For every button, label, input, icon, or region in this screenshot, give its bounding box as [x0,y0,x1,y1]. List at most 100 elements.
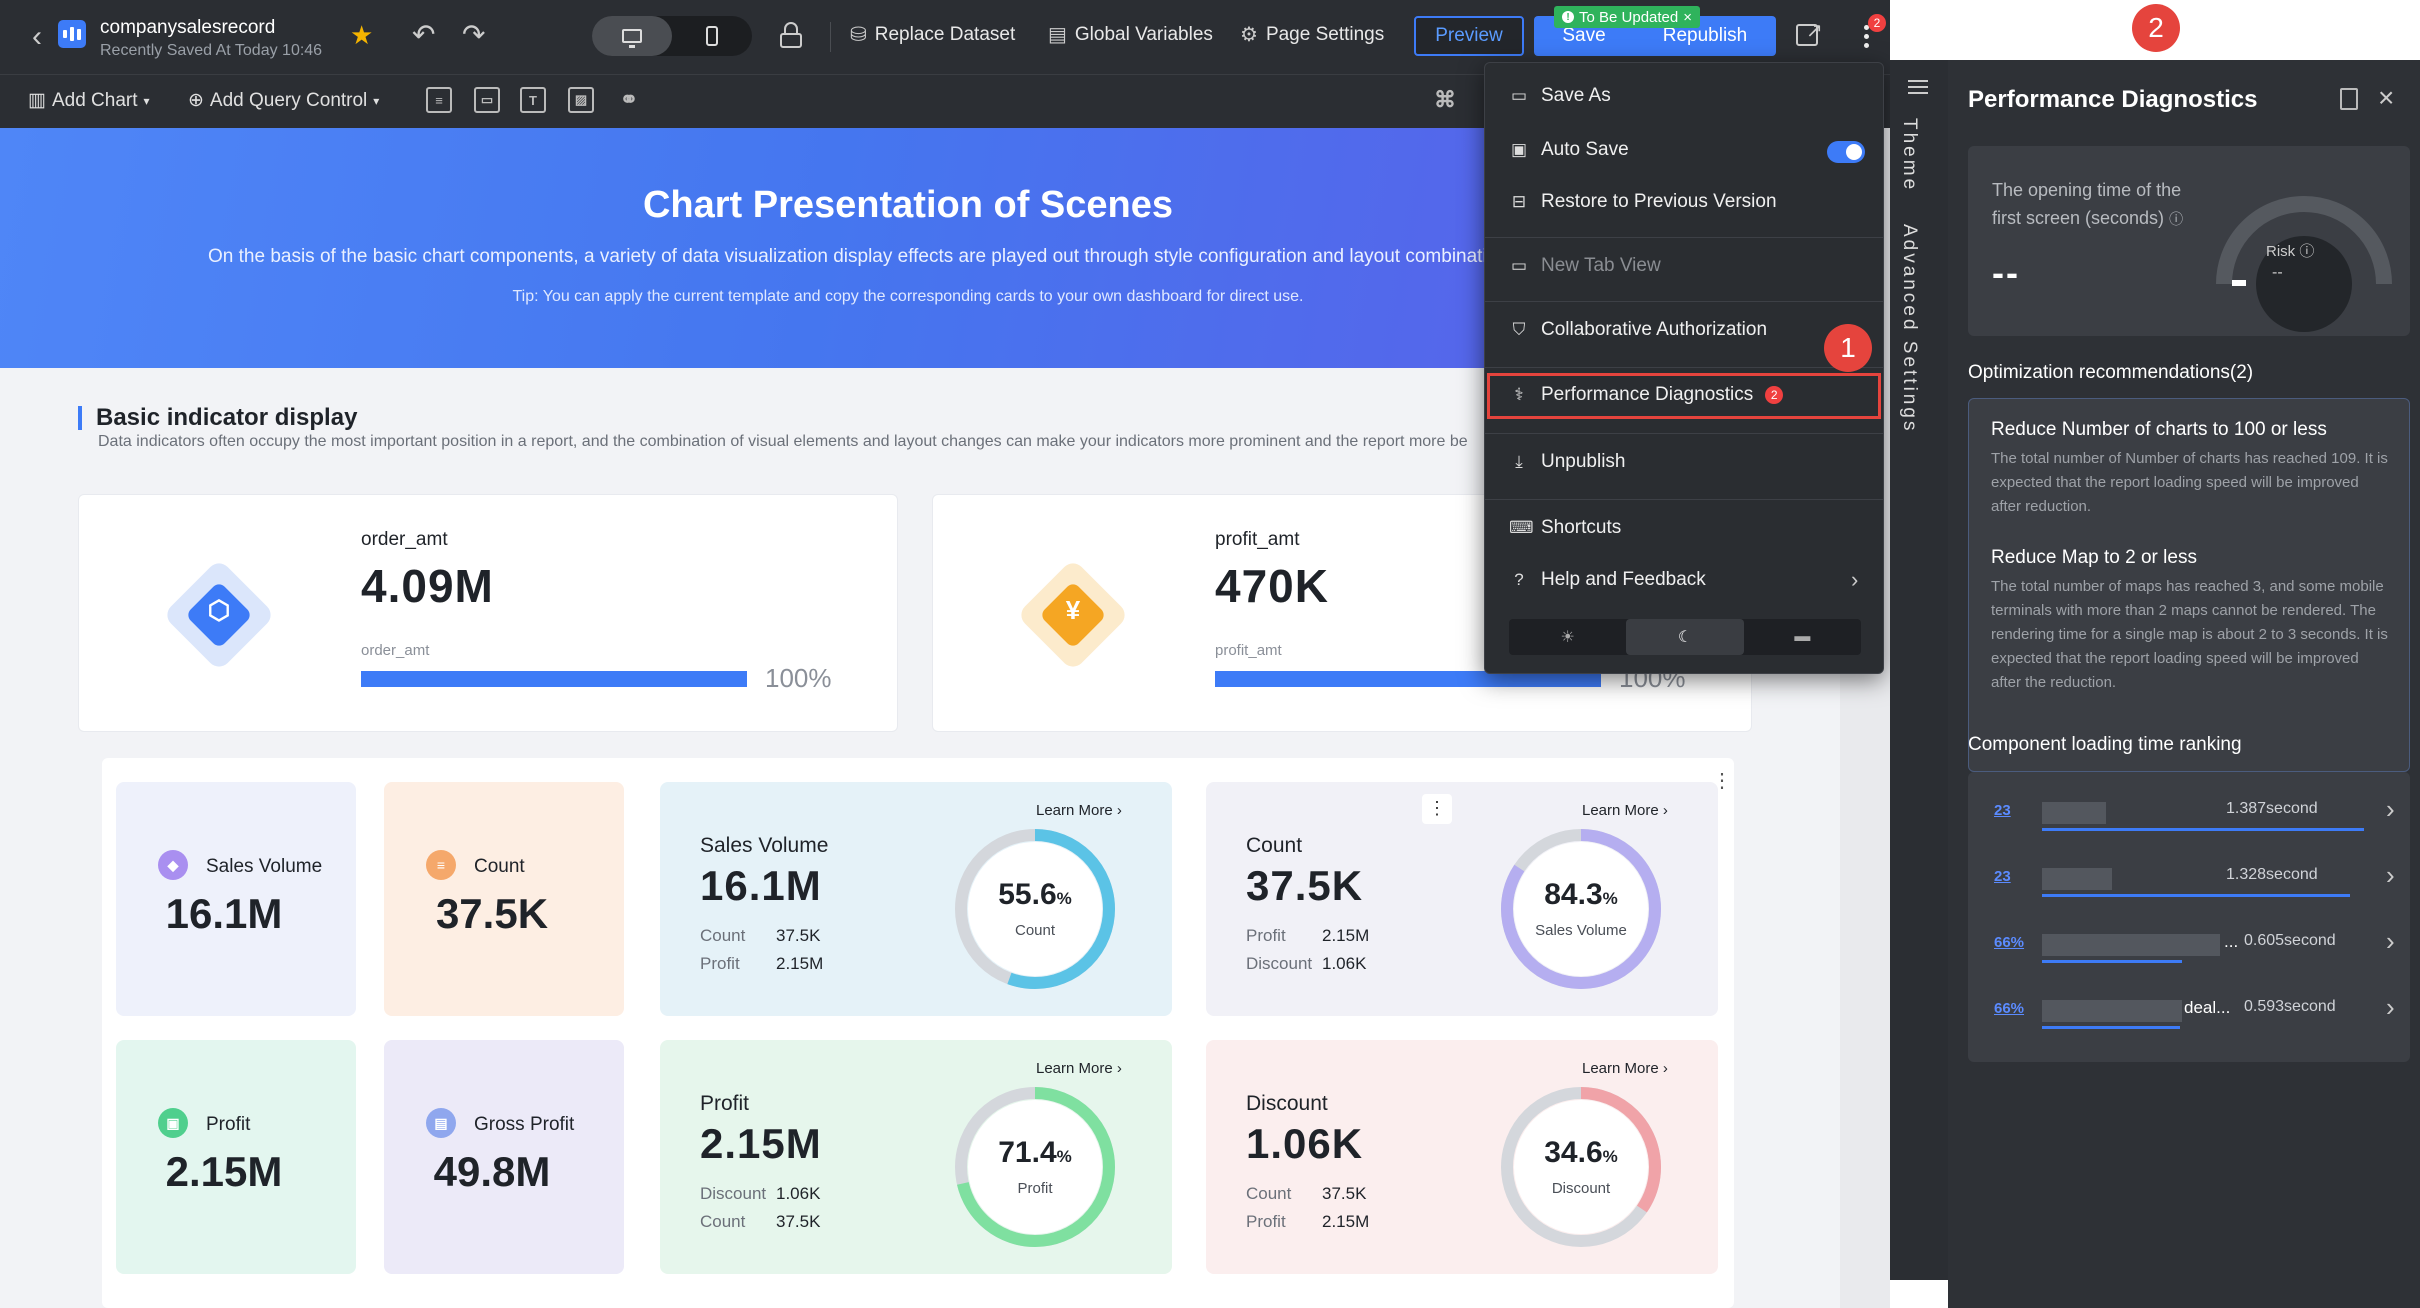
menu-lines-icon[interactable] [1908,80,1928,98]
share-icon[interactable]: ↗ [1796,20,1824,48]
learn-more-link[interactable]: Learn More › [1582,1060,1668,1077]
card-more-icon[interactable]: ⋮ [1422,794,1452,824]
tab-theme[interactable]: Theme [1899,118,1920,193]
kpi-value: 1.06K [1246,1120,1364,1167]
text-component-icon[interactable]: T [520,87,546,113]
kpi-gauge-card-discount[interactable]: Discount 1.06K Count 37.5K Profit 2.15M … [1206,1040,1718,1274]
ranking-row[interactable]: 66% deal... 0.593second › [1994,990,2395,1030]
redo-icon[interactable]: ↷ [462,19,486,50]
gear-icon: ⚙ [1240,24,1258,46]
kpi-value: 37.5K [435,890,549,937]
top-bar: ‹ companysalesrecord Recently Saved At T… [0,0,1890,74]
indicator-percent: 100% [765,663,832,693]
to-be-updated-badge: ! To Be Updated × [1554,6,1701,28]
stack-icon: ≡ [426,850,456,880]
menu-item-collaborative-authorization[interactable]: ⛉ Collaborative Authorization [1509,319,1767,341]
system-theme-icon[interactable]: ▬ [1794,628,1811,645]
kpi-gauge-card-sales-volume[interactable]: Sales Volume 16.1M Count 37.5K Profit 2.… [660,782,1172,1016]
menu-item-restore[interactable]: ⊟ Restore to Previous Version [1509,191,1777,213]
replace-dataset-button[interactable]: ⛁ Replace Dataset [850,22,1015,47]
menu-item-shortcuts[interactable]: ⌨ Shortcuts [1509,517,1621,539]
close-icon[interactable]: × [2378,82,2395,113]
report-name[interactable]: companysalesrecord [100,17,276,38]
learn-more-link[interactable]: Learn More › [1036,1060,1122,1077]
kpi-gauge-card-profit[interactable]: Profit 2.15M Discount 1.06K Count 37.5K … [660,1040,1172,1274]
image-component-icon[interactable]: ▨ [568,87,594,113]
kpi-row-key: Count [700,926,746,945]
filter-component-icon[interactable]: ≡ [426,87,452,113]
menu-item-performance-diagnostics[interactable]: ⚕ Performance Diagnostics 2 [1509,384,1784,406]
gauge-ring [1501,1087,1661,1247]
kpi-card-gross-profit[interactable]: ▤ Gross Profit 49.8M [384,1040,624,1274]
step-marker-2: 2 [2132,4,2180,52]
kpi-gauge-card-count[interactable]: Count 37.5K Profit 2.15M Discount 1.06K … [1206,782,1718,1016]
mobile-view-button[interactable] [672,16,752,56]
star-icon[interactable]: ★ [350,20,374,50]
info-icon[interactable]: ⓘ [2169,211,2184,227]
auto-save-toggle[interactable] [1827,141,1865,163]
menu-label: Help and Feedback [1541,569,1706,590]
more-vertical-icon[interactable] [1856,16,1876,56]
gauge-center [1514,1100,1648,1234]
hero-subtitle: On the basis of the basic chart componen… [208,246,1508,267]
keyboard-icon: ⌨ [1509,518,1534,537]
replace-dataset-label: Replace Dataset [874,23,1016,45]
kpi-card-count[interactable]: ≡ Count 37.5K [384,782,624,1016]
dark-theme-icon[interactable]: ☾ [1626,619,1744,655]
risk-gauge-needle [2232,280,2246,286]
ranking-row[interactable]: 23 1.328second › [1994,858,2395,898]
desktop-view-button[interactable] [592,16,672,56]
menu-item-save-as[interactable]: ▭ Save As [1509,85,1611,107]
gauge-ring [955,1087,1115,1247]
gauge-component-icon: 66% [1994,1000,2025,1017]
tab-advanced-settings[interactable]: Advanced Settings [1899,224,1920,434]
add-query-control-button[interactable]: ⊕ Add Query Control ▾ [188,89,379,112]
gauge-percent-value: 55.6 [998,878,1057,911]
kpi-card-profit[interactable]: ▣ Profit 2.15M [116,1040,356,1274]
panel-title: Performance Diagnostics [1968,86,2258,113]
page-settings-button[interactable]: ⚙ Page Settings [1240,22,1384,47]
indicator-value: 4.09M [361,560,494,612]
ranking-row[interactable]: 66% ... 0.605second › [1994,924,2395,964]
copy-icon[interactable] [2340,88,2358,110]
ranking-time: 0.593second [2244,998,2336,1015]
link-icon[interactable]: ⚭ [619,87,639,112]
learn-more-link[interactable]: Learn More › [1036,802,1122,819]
indicator-label: profit_amt [1215,529,1300,550]
kpi-component-icon: 23 [1994,868,2011,885]
close-icon[interactable]: × [1683,8,1693,26]
ranking-time: 0.605second [2244,932,2336,949]
format-icon[interactable]: ⌘ [1434,87,1456,112]
ranking-bar [2042,828,2364,831]
ranking-row[interactable]: 23 1.387second › [1994,792,2395,832]
undo-icon[interactable]: ↶ [412,19,436,50]
menu-item-auto-save[interactable]: ▣ Auto Save [1509,139,1629,161]
lock-icon[interactable] [780,22,802,48]
menu-item-unpublish[interactable]: ⤓ Unpublish [1509,451,1625,473]
ranking-thumbnail [2042,802,2106,824]
light-theme-icon[interactable]: ☀ [1560,629,1575,646]
preview-button[interactable]: Preview [1414,16,1524,56]
ranking-heading: Component loading time ranking [1968,734,2242,755]
query-icon: ⊕ [188,90,204,111]
risk-gauge-arc [2216,196,2392,285]
section-description: Data indicators often occupy the most im… [98,433,1468,450]
add-query-control-label: Add Query Control [209,89,368,111]
menu-item-help-and-feedback[interactable]: ? Help and Feedback [1509,569,1706,591]
global-variables-button[interactable]: ▤ Global Variables [1048,22,1213,47]
hero-title: Chart Presentation of Scenes [642,184,1174,226]
side-tab-footer [1890,1280,1948,1308]
tab-component-icon[interactable]: ▭ [474,87,500,113]
kpi-row-value: 2.15M [776,954,824,973]
stethoscope-icon: ⚕ [1514,385,1524,404]
learn-more-link[interactable]: Learn More › [1582,802,1668,819]
page-settings-label: Page Settings [1265,23,1385,45]
indicator-card-order-amt[interactable]: ⬡ order_amt 4.09M order_amt 100% [78,494,898,732]
download-icon: ⤓ [1515,452,1523,471]
add-chart-button[interactable]: ▥ Add Chart ▾ [28,89,150,112]
ranking-thumbnail [2042,1000,2182,1022]
kpi-card-sales-volume[interactable]: ◆ Sales Volume 16.1M [116,782,356,1016]
indicator-sub-label: profit_amt [1215,642,1282,659]
menu-label: Auto Save [1541,139,1629,160]
back-icon[interactable]: ‹ [32,20,42,53]
